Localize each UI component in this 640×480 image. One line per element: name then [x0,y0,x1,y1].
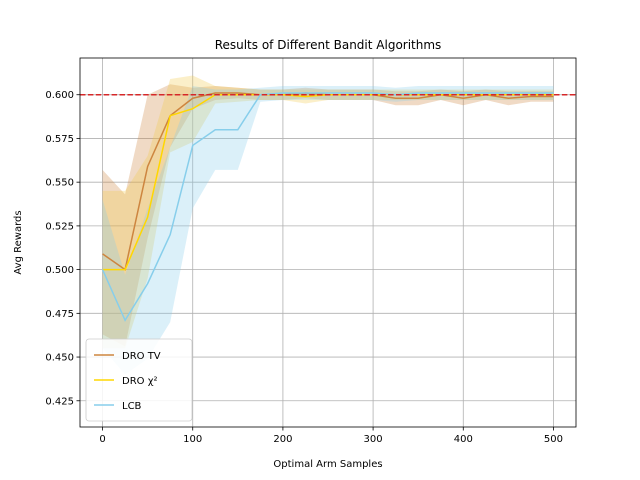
plot-frame [79,57,577,428]
chart-title: Results of Different Bandit Algorithms [215,38,442,52]
y-axis-label: Avg Rewards [13,210,24,274]
y-tick-label-0: 0.425 [45,396,74,407]
x-tick-label-3: 300 [364,434,383,445]
confidence-bands [102,75,554,375]
x-axis-label: Optimal Arm Samples [273,459,382,470]
line-series-2 [101,92,554,322]
x-tick-label-1: 100 [183,434,202,445]
y-tick-label-4: 0.525 [45,221,74,232]
legend-label-0: DRO TV [122,351,161,362]
y-tick-label-3: 0.500 [45,265,74,276]
band-series-2 [102,85,554,375]
legend-box [85,338,193,422]
y-tick-label-2: 0.475 [45,309,74,320]
y-tick-label-7: 0.600 [45,90,74,101]
legend-label-1: DRO χ² [122,376,157,387]
y-tick-label-6: 0.575 [45,134,74,145]
band-series-0 [102,84,554,347]
axis-ticks: 0 100 200 300 400 500 0.425 0.450 0.475 0.500 0.52… [45,90,563,445]
x-tick-label-2: 200 [273,434,292,445]
x-tick-label-0: 0 [99,434,105,445]
legend-label-2: LCB [122,401,142,412]
x-tick-label-5: 500 [544,434,563,445]
y-tick-label-5: 0.550 [45,178,74,189]
legend: DRO TV DRO χ² LCB [85,338,193,422]
y-tick-label-1: 0.450 [45,353,74,364]
x-tick-label-4: 400 [454,434,473,445]
